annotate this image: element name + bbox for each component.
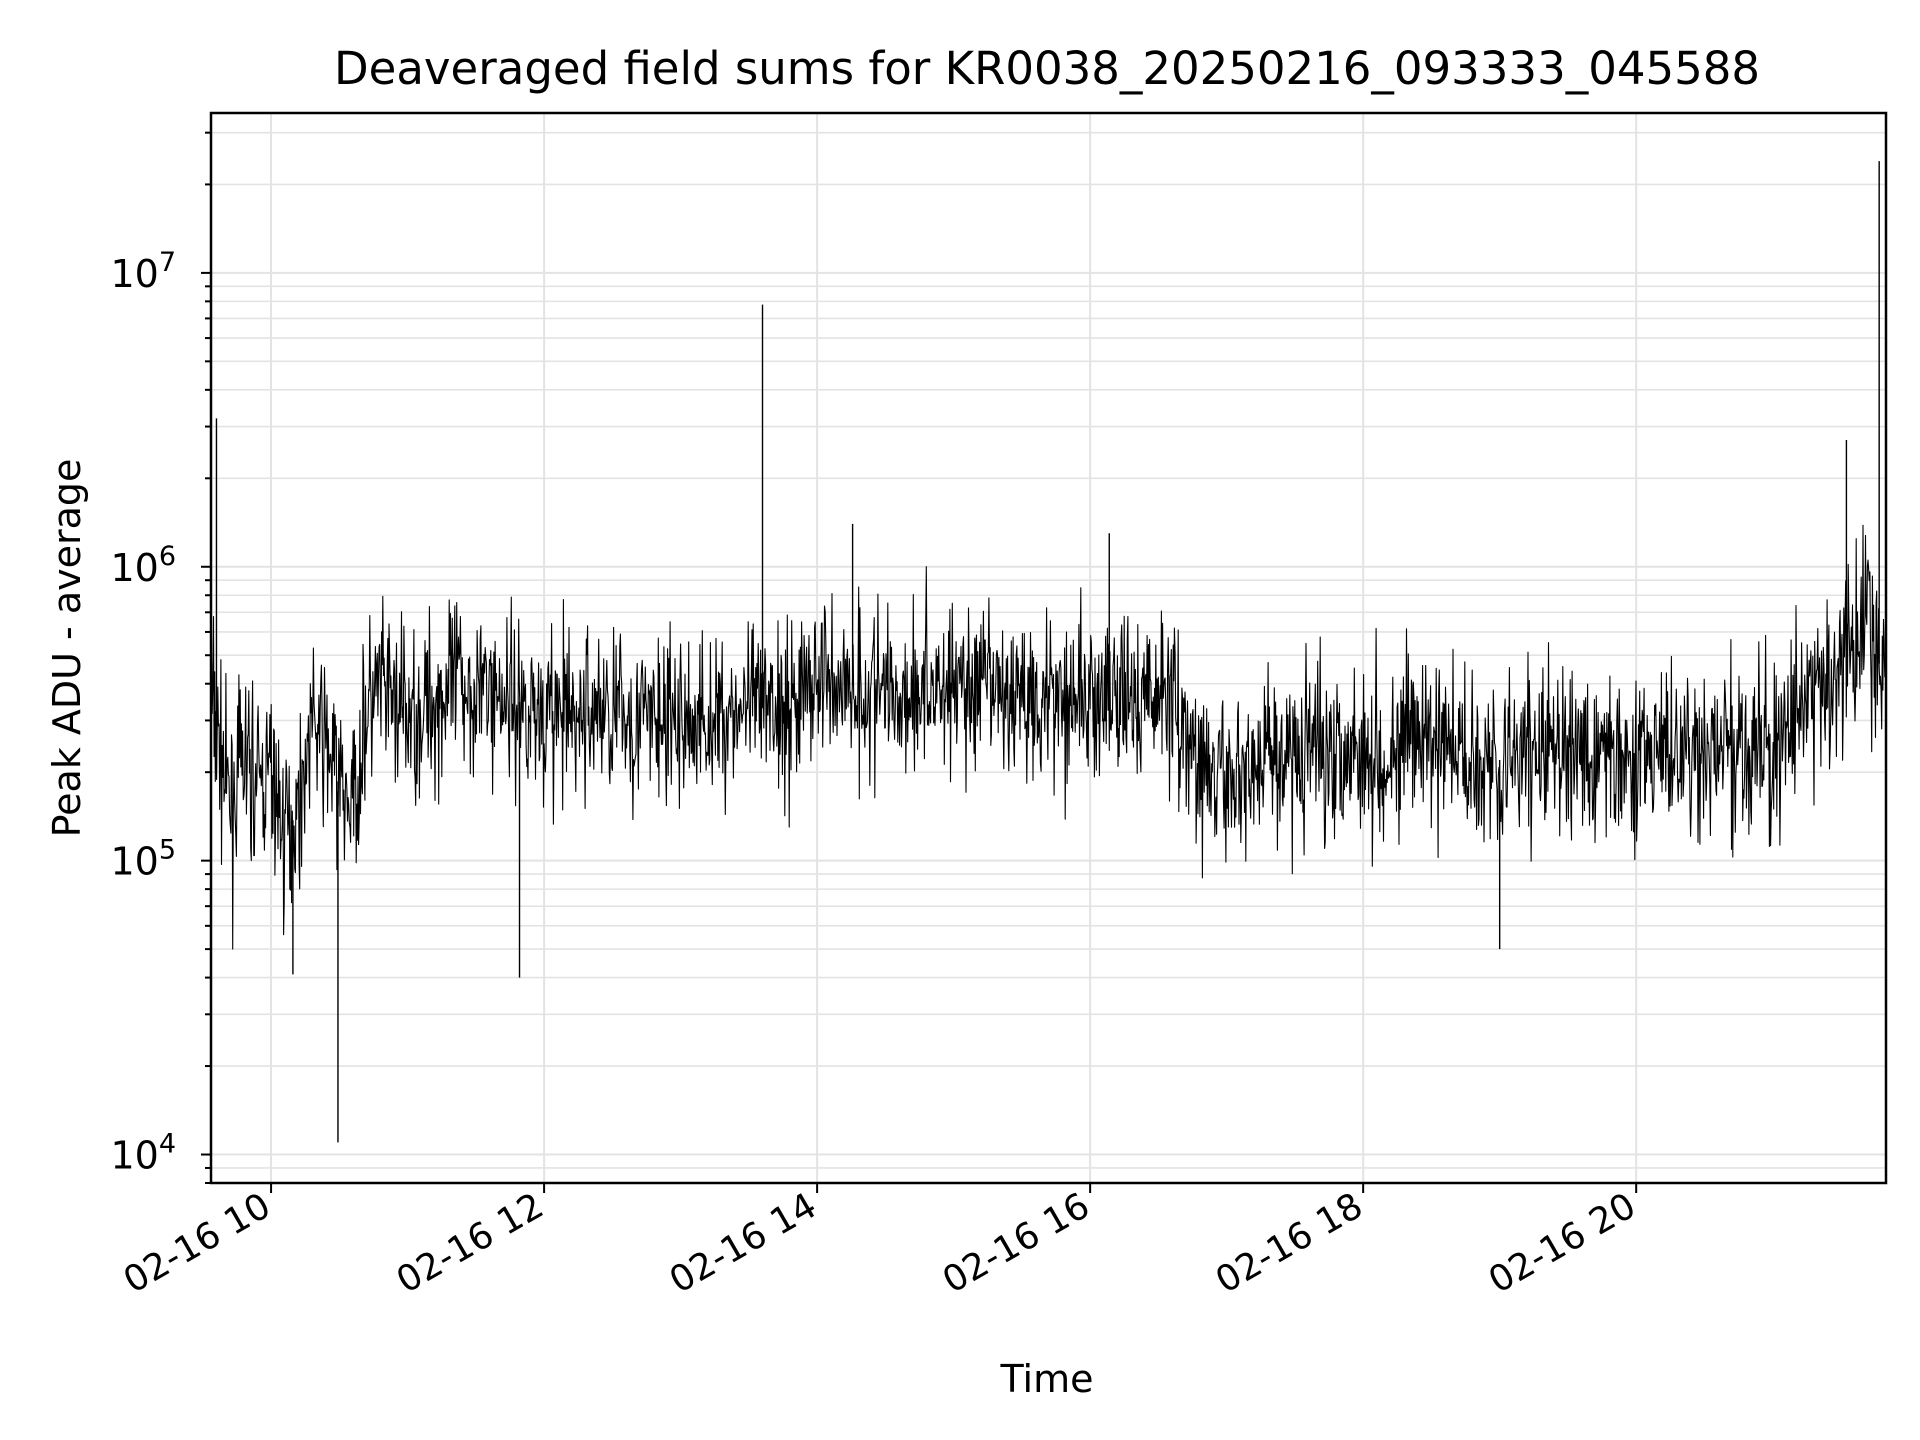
- plot-frame: [209, 111, 1888, 1185]
- grid: [211, 113, 1886, 1184]
- y-tick-label: 105: [110, 835, 176, 884]
- data-series: [210, 161, 1887, 1143]
- chart-title: Deaveraged field sums for KR0038_2025021…: [334, 42, 1760, 95]
- x-axis-label: Time: [1000, 1357, 1094, 1401]
- y-axis-label: Peak ADU - average: [45, 459, 89, 838]
- y-tick-label: 107: [110, 247, 176, 296]
- series-line: [210, 524, 1887, 950]
- y-tick-label: 106: [110, 541, 176, 590]
- y-tick-label: 104: [110, 1129, 176, 1178]
